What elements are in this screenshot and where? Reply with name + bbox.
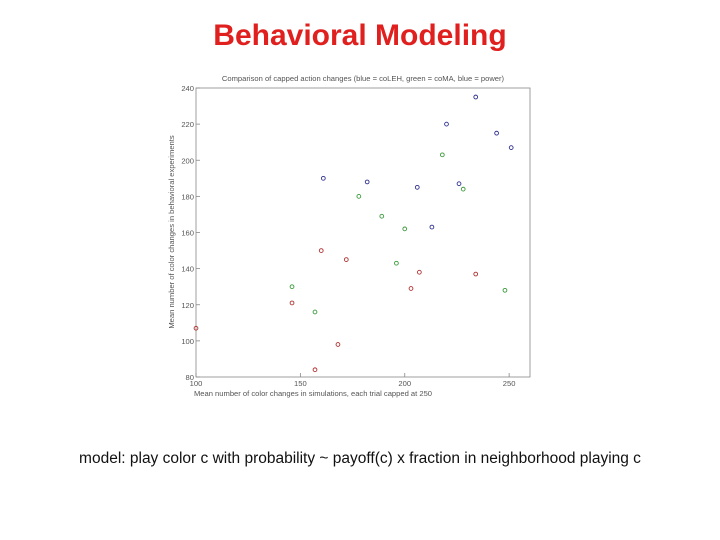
slide-title: Behavioral Modeling bbox=[213, 19, 507, 52]
x-tick-label: 250 bbox=[503, 379, 516, 388]
x-tick-label: 200 bbox=[398, 379, 411, 388]
data-point-series-2 bbox=[394, 260, 399, 266]
data-point-series-2 bbox=[289, 284, 295, 290]
y-tick-label: 160 bbox=[181, 229, 194, 238]
y-axis-ticks: 80 100 120 140 160 180 200 220 240 bbox=[181, 84, 200, 382]
x-axis-label: Mean number of color changes in simulati… bbox=[194, 389, 432, 398]
data-point-series-3 bbox=[444, 121, 449, 127]
data-point-series-1 bbox=[318, 248, 324, 253]
y-tick-label: 240 bbox=[181, 84, 194, 93]
y-tick-label: 80 bbox=[186, 373, 194, 382]
data-point-series-3 bbox=[456, 181, 462, 187]
data-point-series-3 bbox=[414, 184, 420, 190]
data-point-series-2 bbox=[312, 309, 318, 315]
data-point-series-3 bbox=[429, 224, 435, 230]
data-point-series-2 bbox=[356, 194, 362, 199]
x-axis-ticks: 100 150 200 250 bbox=[190, 373, 516, 388]
y-axis-label: Mean number of color changes in behavior… bbox=[167, 135, 176, 329]
x-tick-label: 150 bbox=[294, 379, 307, 388]
data-point-series-2 bbox=[439, 152, 445, 158]
y-tick-label: 120 bbox=[181, 301, 194, 310]
data-point-series-2 bbox=[460, 186, 466, 192]
y-tick-label: 100 bbox=[181, 337, 194, 346]
data-point-series-1 bbox=[312, 367, 318, 373]
scatter-chart: Comparison of capped action changes (blu… bbox=[167, 74, 531, 398]
chart-title: Comparison of capped action changes (blu… bbox=[222, 74, 505, 83]
y-tick-label: 200 bbox=[181, 156, 194, 165]
data-points bbox=[193, 94, 514, 373]
data-point-series-3 bbox=[364, 179, 370, 185]
plot-area bbox=[195, 87, 531, 378]
y-tick-label: 140 bbox=[181, 265, 194, 274]
y-tick-label: 220 bbox=[181, 120, 194, 129]
data-point-series-3 bbox=[508, 145, 514, 150]
data-point-series-3 bbox=[320, 175, 326, 181]
data-point-series-1 bbox=[408, 286, 414, 291]
y-tick-label: 180 bbox=[181, 192, 194, 201]
model-caption: model: play color c with probability ~ p… bbox=[79, 450, 641, 467]
data-point-series-1 bbox=[193, 325, 199, 331]
data-point-series-1 bbox=[343, 257, 349, 262]
x-tick-label: 100 bbox=[190, 379, 203, 388]
data-point-series-3 bbox=[494, 130, 499, 136]
data-point-series-1 bbox=[473, 271, 479, 277]
data-point-series-2 bbox=[502, 287, 508, 293]
data-point-series-3 bbox=[473, 94, 479, 100]
data-point-series-2 bbox=[402, 226, 408, 232]
data-point-series-1 bbox=[335, 342, 341, 347]
data-point-series-2 bbox=[379, 213, 385, 219]
data-point-series-1 bbox=[417, 269, 422, 275]
data-point-series-1 bbox=[289, 300, 295, 306]
